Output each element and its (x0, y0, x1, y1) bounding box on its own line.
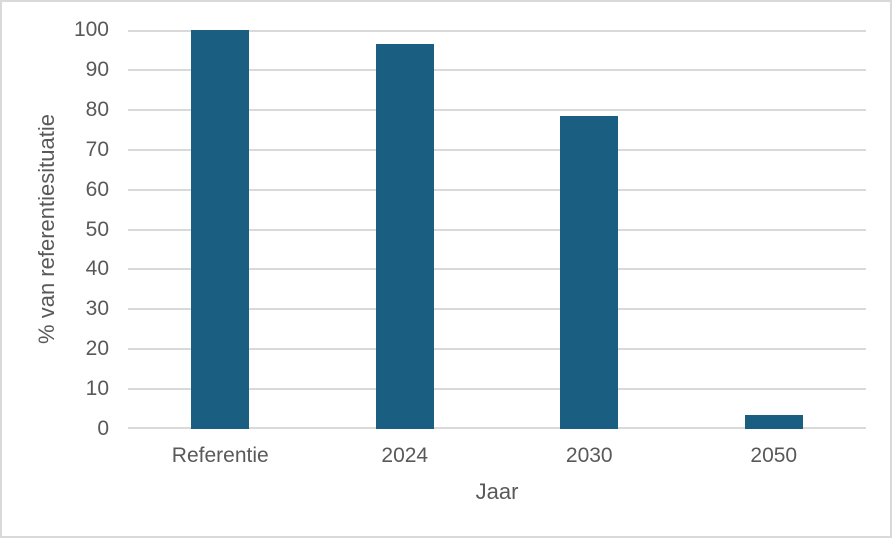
y-tick-label: 60 (85, 177, 109, 201)
gridline (128, 228, 866, 231)
y-tick-label: 100 (73, 18, 109, 41)
bar-2050 (744, 415, 803, 429)
bar-2024 (375, 43, 434, 429)
bar-2030 (560, 116, 619, 429)
x-tick-label: 2030 (565, 444, 613, 467)
y-axis: 0 10 20 30 40 50 60 70 80 90 100 (2, 18, 109, 440)
x-axis: Referentie 2024 2030 2050 (128, 443, 866, 469)
y-tick-label: 40 (85, 257, 109, 281)
plot-area (128, 30, 866, 429)
gridline (128, 308, 866, 311)
x-axis-line (128, 427, 866, 429)
gridline (128, 108, 866, 111)
x-axis-title: Jaar (475, 479, 519, 504)
gridline (128, 30, 866, 32)
y-tick-label: 80 (85, 97, 109, 121)
y-tick-label: 70 (85, 137, 109, 161)
y-tick-label: 10 (85, 377, 109, 401)
y-tick-label: 30 (85, 297, 109, 321)
y-tick-label: 0 (97, 417, 109, 440)
x-tick-label: 2024 (381, 444, 429, 467)
x-tick-label: 2050 (750, 444, 798, 467)
gridline (128, 68, 866, 71)
gridline (128, 348, 866, 351)
y-tick-label: 20 (85, 337, 109, 361)
gridline (128, 388, 866, 391)
bar-referentie (191, 30, 250, 429)
gridline (128, 268, 866, 271)
y-tick-label: 50 (85, 217, 109, 241)
y-tick-label: 90 (85, 57, 109, 81)
x-tick-label: Referentie (171, 444, 269, 467)
gridline (128, 148, 866, 151)
gridline (128, 188, 866, 191)
